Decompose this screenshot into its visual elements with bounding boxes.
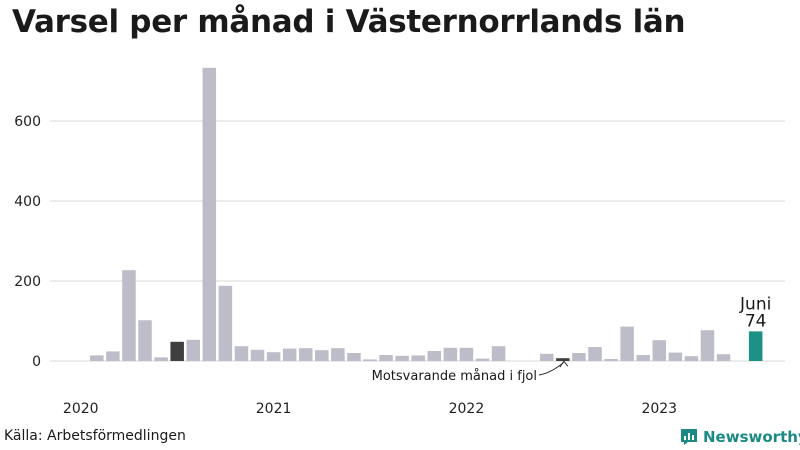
bar — [154, 357, 168, 361]
y-axis-ticks: 0 200 400 600 — [14, 114, 41, 370]
current-month-label: Juni — [739, 294, 771, 314]
bar — [540, 353, 554, 361]
x-tick-label: 2020 — [63, 401, 99, 417]
bars — [90, 67, 763, 362]
bar — [122, 270, 136, 361]
arrow-head — [559, 360, 569, 368]
y-tick-label: 200 — [14, 274, 41, 290]
bar — [556, 358, 570, 361]
bar — [604, 359, 618, 361]
chart-title: Varsel per månad i Västernorrlands län — [12, 4, 686, 40]
bar — [620, 326, 634, 361]
current-value-label: 74 — [745, 311, 767, 331]
bar — [668, 352, 683, 361]
bar — [395, 355, 409, 361]
bar — [298, 348, 313, 361]
brand-name: Newsworthy — [703, 428, 800, 446]
gridlines — [50, 120, 785, 362]
bar — [748, 331, 763, 361]
bar — [250, 349, 265, 361]
bar — [411, 355, 425, 361]
x-tick-label: 2021 — [256, 401, 292, 417]
bar — [716, 354, 731, 361]
bar — [106, 351, 120, 361]
annotation-arrow — [538, 361, 565, 376]
bar — [202, 67, 217, 362]
x-axis-ticks: 2020 2021 2022 2023 — [63, 401, 677, 417]
bar — [427, 351, 442, 361]
last-year-annotation: Motsvarande månad i fjol — [372, 369, 537, 384]
bar — [315, 350, 329, 361]
bar — [684, 356, 699, 361]
bar — [90, 355, 104, 361]
x-tick-label: 2023 — [641, 401, 677, 417]
bar — [363, 359, 377, 361]
newsworthy-icon — [681, 429, 697, 445]
bar — [491, 346, 506, 361]
bar — [636, 355, 650, 361]
x-tick-label: 2022 — [449, 401, 485, 417]
bar — [186, 339, 200, 361]
brand-logo: Newsworthy — [680, 428, 800, 446]
bar — [347, 353, 361, 361]
bar — [170, 341, 184, 361]
bar — [652, 340, 667, 361]
y-tick-label: 0 — [32, 354, 41, 370]
bar — [282, 348, 297, 361]
bar — [234, 346, 249, 361]
bar — [475, 358, 490, 361]
bar — [700, 330, 715, 361]
y-tick-label: 400 — [14, 194, 41, 210]
bar — [572, 353, 586, 361]
source-note: Källa: Arbetsförmedlingen — [4, 428, 186, 444]
bar — [459, 347, 474, 361]
bar — [443, 347, 458, 361]
bar — [266, 352, 281, 361]
bar — [138, 320, 152, 361]
bar — [379, 355, 393, 361]
bar — [588, 347, 602, 361]
bar — [218, 285, 233, 361]
bar — [331, 348, 345, 361]
y-tick-label: 600 — [14, 114, 41, 130]
